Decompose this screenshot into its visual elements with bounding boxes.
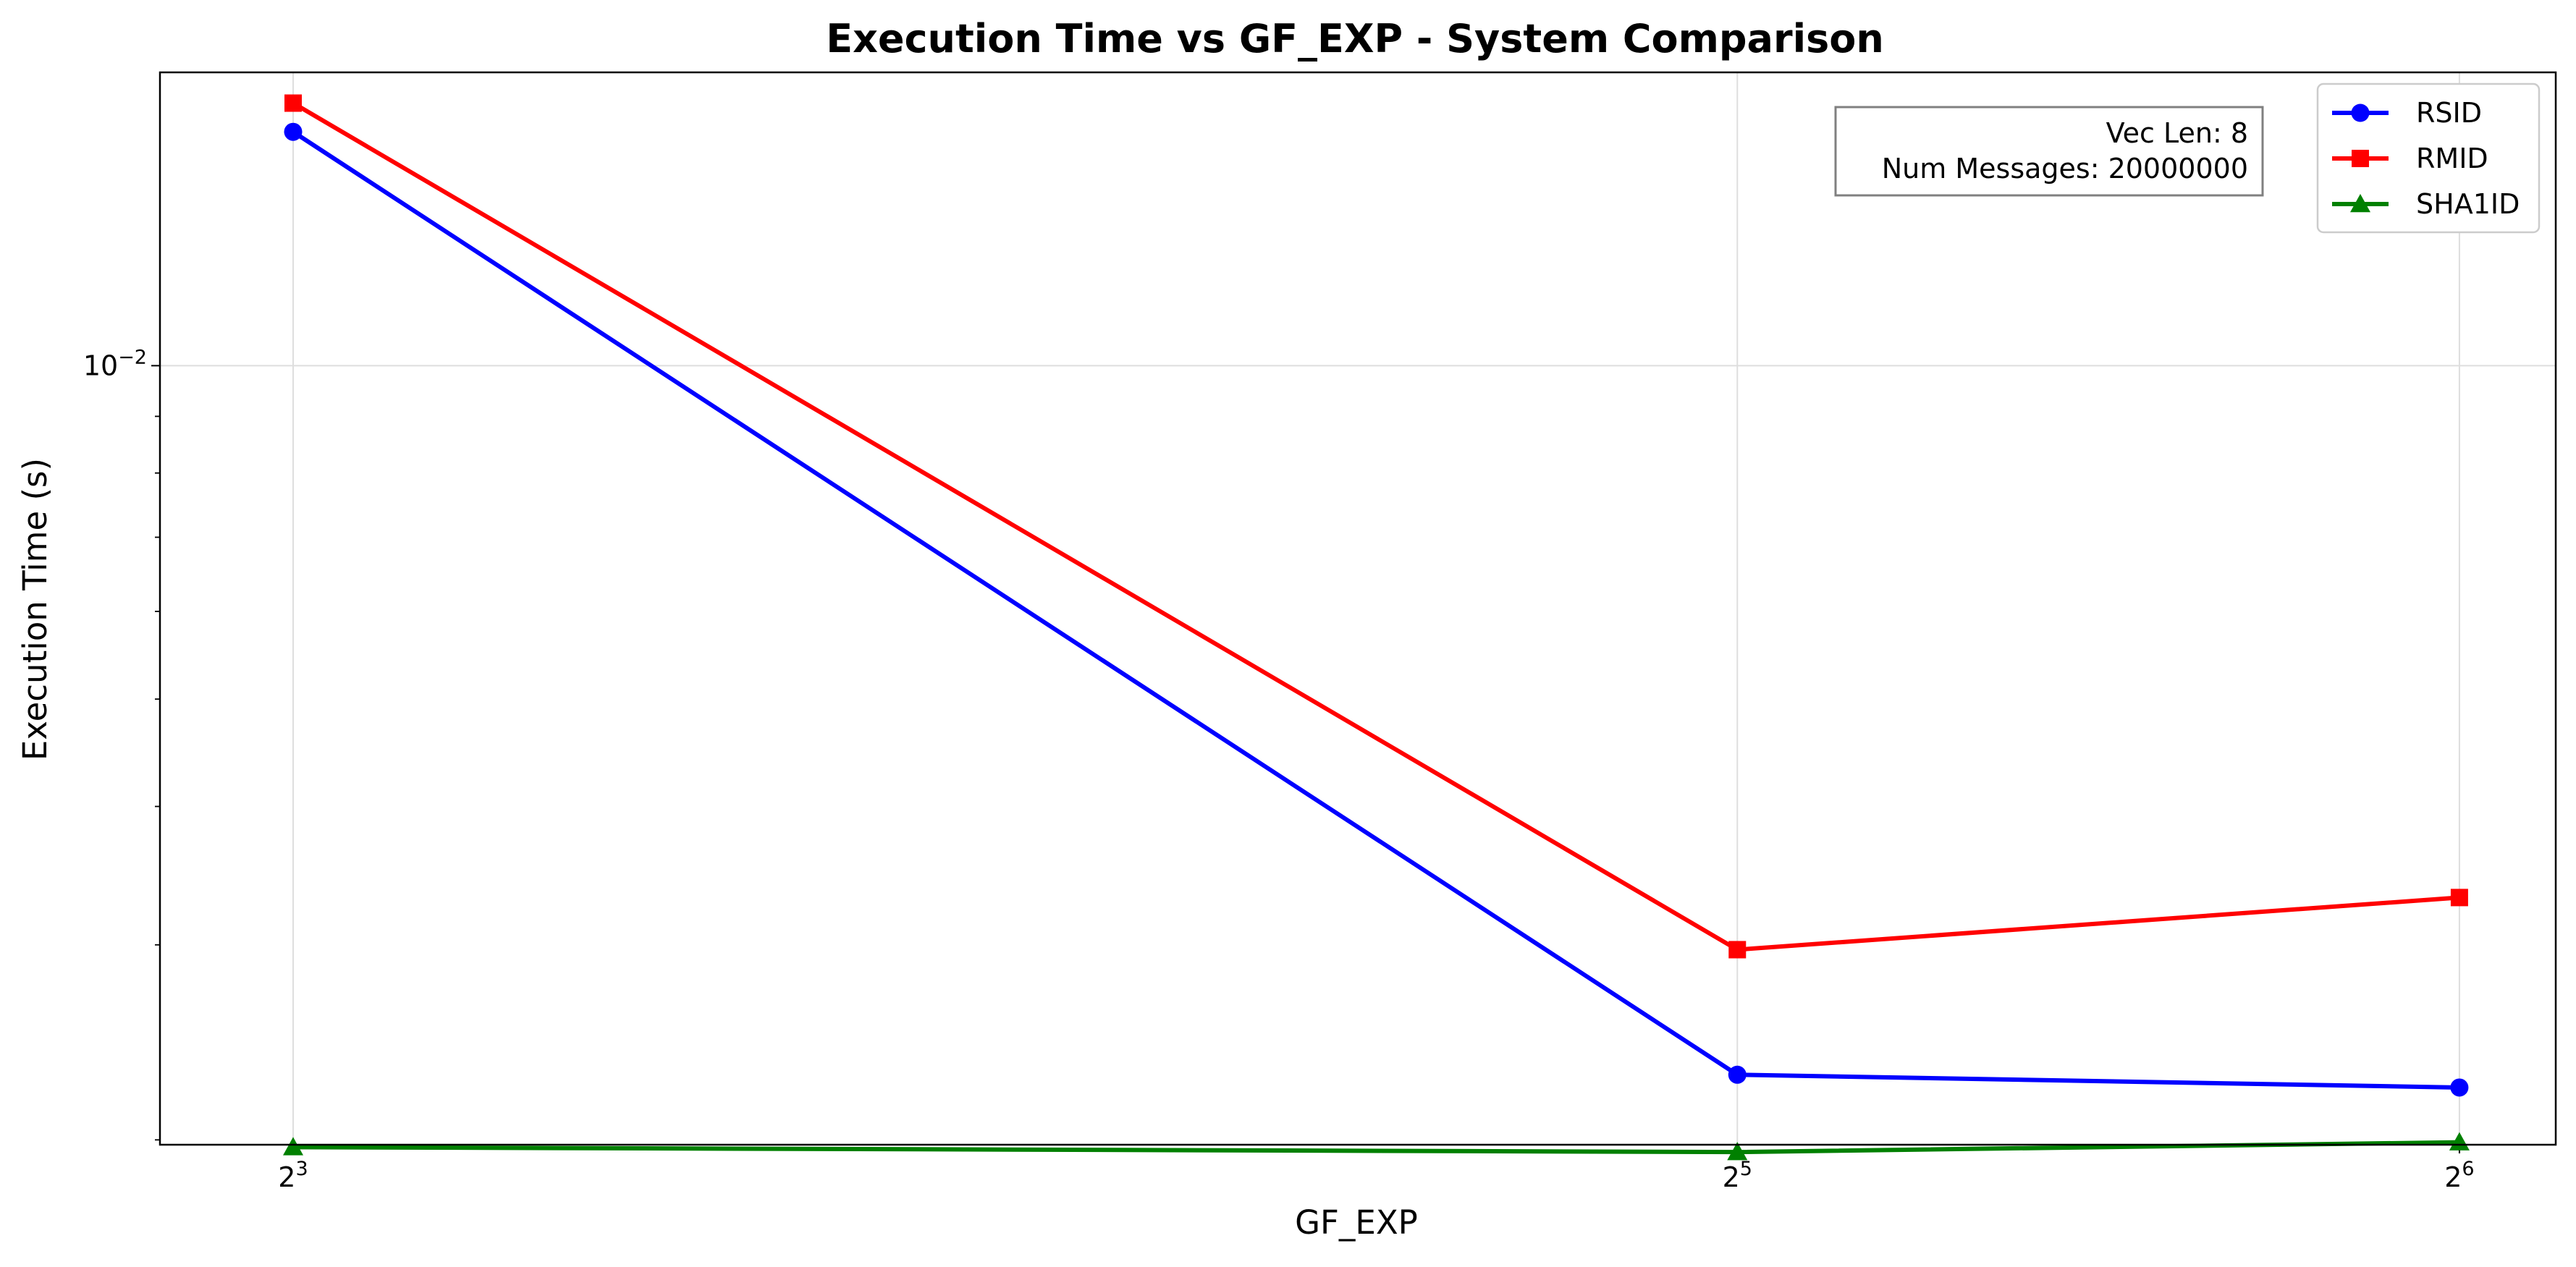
data-point-rmid: [1728, 941, 1747, 959]
data-point-sha1id: [1727, 1142, 1748, 1161]
x-axis-label: GF_EXP: [1295, 1203, 1418, 1242]
plot-frame: [159, 71, 2557, 1146]
data-point-rmid: [284, 94, 302, 112]
legend-items: RSID RMID SHA1ID: [2332, 97, 2520, 220]
ticks-layer: 23 25 26 10−2: [83, 346, 2475, 1193]
legend-marker-rsid: [2351, 103, 2370, 122]
legend: RSID RMID SHA1ID: [2316, 82, 2541, 234]
chart-title: Execution Time vs GF_EXP - System Compar…: [826, 16, 1884, 62]
x-tick-label: 26: [2444, 1158, 2474, 1193]
data-point-rsid: [284, 122, 303, 141]
legend-label-rmid: RMID: [2416, 143, 2488, 174]
legend-frame: [2316, 82, 2541, 234]
data-point-rmid: [2450, 889, 2468, 907]
legend-marker-sha1id: [2350, 194, 2370, 213]
legend-label-sha1id: SHA1ID: [2416, 188, 2520, 220]
legend-label-rsid: RSID: [2416, 97, 2482, 129]
grid-layer: [160, 72, 2556, 1145]
info-num-messages: Num Messages: 20000000: [1882, 153, 2248, 185]
data-point-sha1id: [282, 1137, 303, 1156]
data-point-sha1id: [2449, 1132, 2470, 1151]
data-point-rsid: [1728, 1065, 1747, 1084]
info-box: Vec Len: 8 Num Messages: 20000000: [1834, 106, 2264, 197]
legend-marker-rmid: [2352, 150, 2369, 167]
x-tick-label: 25: [1723, 1158, 1752, 1193]
data-point-rsid: [2450, 1078, 2469, 1097]
x-tick-label: 23: [278, 1158, 308, 1193]
info-vec-len: Vec Len: 8: [2106, 117, 2248, 149]
y-axis-label: Execution Time (s): [16, 458, 54, 760]
info-box-frame: [1834, 106, 2264, 197]
y-tick-label: 10−2: [83, 346, 147, 381]
